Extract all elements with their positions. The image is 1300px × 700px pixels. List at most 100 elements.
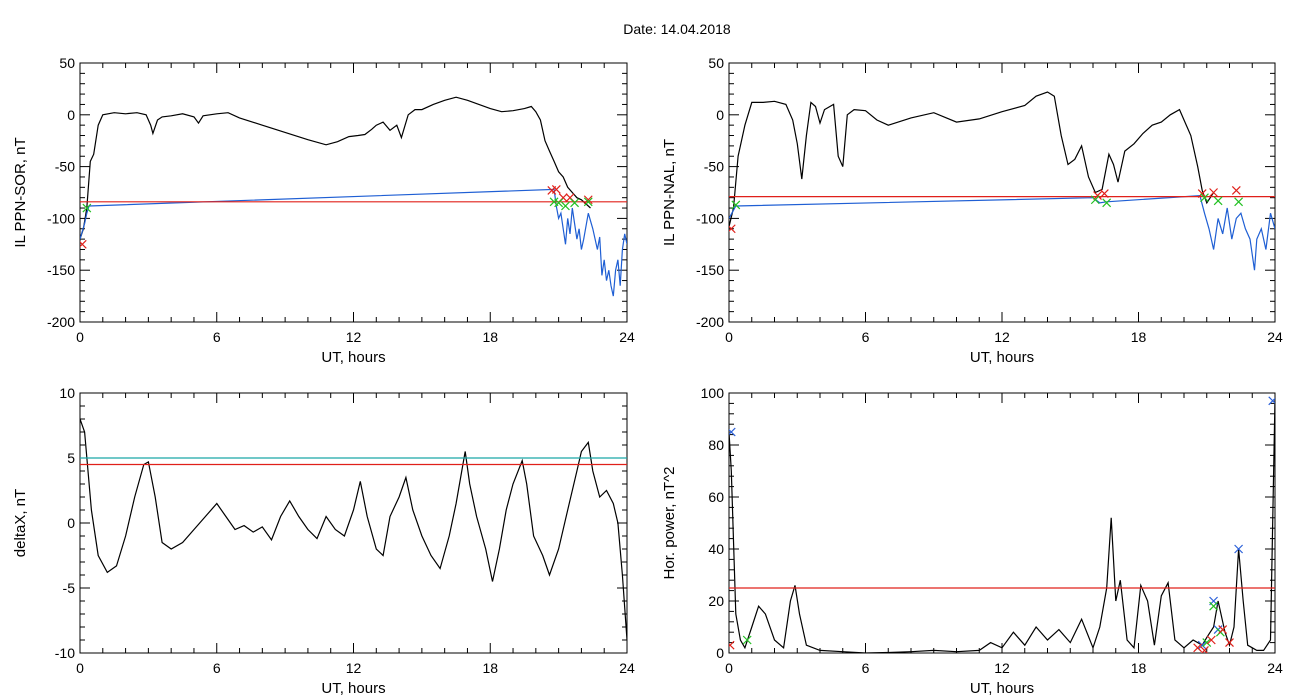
cross-marker — [1093, 191, 1102, 201]
x-tick-label: 18 — [482, 660, 498, 676]
y-axis-label: Hor. power, nT^2 — [661, 467, 678, 580]
plot-area — [80, 96, 627, 297]
y-tick-label: 50 — [59, 55, 75, 71]
cross-marker — [1206, 635, 1216, 645]
y-tick-label: -100 — [47, 210, 75, 226]
plot-area — [80, 418, 627, 641]
chart-panel-bottom-left: 0 6 12 18 24 -10 -5 0 5 10 UT, hours deltaX, nT — [12, 385, 635, 697]
x-tick-label: 0 — [725, 329, 733, 345]
y-tick-label: 40 — [708, 541, 724, 557]
cross-marker — [554, 198, 564, 208]
y-tick-label: 60 — [708, 489, 724, 505]
x-tick-label: 24 — [619, 329, 635, 345]
cross-marker — [1209, 601, 1218, 611]
cross-marker — [551, 184, 561, 194]
chart-panel-bottom-right: 0 6 12 18 24 0 20 40 60 80 100 UT, hours Hor. power,… — [661, 385, 1283, 697]
y-tick-label: -10 — [55, 645, 75, 661]
y-tick-label: 0 — [67, 107, 75, 123]
y-tick-label: 50 — [708, 55, 724, 71]
series-line-trace — [80, 96, 591, 240]
cross-marker — [742, 635, 752, 645]
x-tick-label: 6 — [213, 329, 221, 345]
cross-marker — [570, 198, 580, 208]
y-tick-label: -100 — [696, 210, 724, 226]
x-tick-label: 24 — [619, 660, 635, 676]
plot-frame — [79, 392, 628, 654]
series-line-trace — [80, 418, 627, 641]
y-tick-label: 100 — [701, 385, 725, 401]
cross-marker — [1225, 638, 1234, 648]
cross-marker — [1090, 195, 1100, 205]
cross-marker — [1209, 188, 1218, 197]
cross-marker — [583, 197, 593, 207]
cross-marker — [1234, 197, 1244, 207]
y-tick-label: 20 — [708, 593, 724, 609]
y-tick-label: 80 — [708, 437, 724, 453]
x-axis-label: UT, hours — [970, 680, 1034, 697]
y-tick-label: 0 — [716, 107, 724, 123]
cross-marker — [1102, 198, 1112, 208]
x-tick-label: 6 — [862, 329, 870, 345]
x-axis-label: UT, hours — [970, 349, 1034, 366]
cross-marker — [1193, 643, 1203, 653]
cross-marker — [1234, 544, 1244, 554]
x-tick-label: 24 — [1267, 329, 1283, 345]
series-line-filtered — [80, 188, 627, 297]
cross-marker — [1200, 193, 1209, 203]
plot-frame — [728, 392, 1276, 654]
date-title: Date: 14.04.2018 — [623, 21, 731, 37]
x-tick-label: 18 — [482, 329, 498, 345]
cross-marker — [1218, 625, 1228, 635]
chart-panel-top-right: 0 6 12 18 24 -200 -150 -100 -50 0 50 UT, hours IL PP… — [661, 55, 1283, 366]
series-line-filtered — [729, 194, 1275, 271]
x-tick-label: 0 — [76, 329, 84, 345]
x-tick-label: 12 — [994, 660, 1010, 676]
plot-area — [729, 396, 1275, 653]
cross-marker — [1213, 196, 1223, 206]
cross-marker — [1200, 645, 1209, 653]
y-axis-label: IL PPN-SOR, nT — [12, 137, 29, 247]
y-tick-label: -200 — [47, 314, 75, 330]
x-tick-label: 0 — [76, 660, 84, 676]
cross-marker — [80, 239, 87, 249]
x-tick-label: 12 — [346, 660, 362, 676]
cross-marker — [1197, 189, 1207, 198]
cross-marker — [1197, 640, 1207, 650]
cross-marker — [1231, 186, 1241, 195]
y-tick-label: 0 — [67, 515, 75, 531]
y-tick-label: -5 — [63, 580, 76, 596]
x-tick-label: 18 — [1131, 660, 1147, 676]
cross-marker — [731, 200, 741, 210]
cross-marker — [1202, 638, 1212, 648]
y-tick-label: -200 — [696, 314, 724, 330]
y-tick-label: -150 — [696, 262, 724, 278]
x-tick-label: 6 — [862, 660, 870, 676]
plot-area — [729, 91, 1275, 271]
y-axis-label: deltaX, nT — [12, 489, 29, 557]
chart-panel-top-left: 0 6 12 18 24 -200 -150 -100 -50 0 50 UT, hours IL PP… — [12, 55, 635, 366]
x-tick-label: 12 — [346, 329, 362, 345]
series-line-trace — [729, 91, 1215, 227]
cross-marker — [561, 201, 570, 211]
cross-marker — [729, 640, 735, 650]
cross-marker — [1099, 189, 1109, 198]
x-tick-label: 0 — [725, 660, 733, 676]
y-tick-label: 0 — [716, 645, 724, 661]
plot-frame — [79, 62, 628, 323]
x-axis-label: UT, hours — [321, 349, 385, 366]
x-tick-label: 24 — [1267, 660, 1283, 676]
cross-marker — [583, 195, 593, 205]
x-axis-label: UT, hours — [321, 680, 385, 697]
series-line-trace — [729, 398, 1275, 653]
x-tick-label: 18 — [1131, 329, 1147, 345]
x-tick-label: 12 — [994, 329, 1010, 345]
y-tick-label: -50 — [704, 159, 724, 175]
y-tick-label: -150 — [47, 262, 75, 278]
y-tick-label: 5 — [67, 450, 75, 466]
cross-marker — [729, 427, 736, 437]
y-axis-label: IL PPN-NAL, nT — [661, 139, 678, 246]
y-tick-label: -50 — [55, 159, 75, 175]
cross-marker — [1268, 396, 1275, 406]
